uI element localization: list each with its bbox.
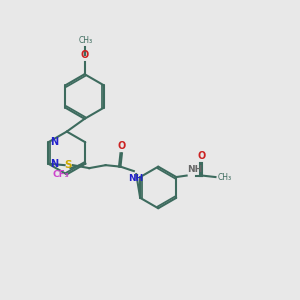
Text: O: O: [80, 50, 89, 60]
Text: CH₃: CH₃: [218, 172, 232, 182]
Text: NH: NH: [128, 174, 143, 183]
Text: NH: NH: [187, 165, 202, 174]
Text: CF₃: CF₃: [52, 169, 69, 178]
Text: S: S: [64, 160, 72, 170]
Text: CH₃: CH₃: [79, 36, 93, 45]
Text: N: N: [51, 137, 59, 147]
Text: O: O: [118, 141, 126, 151]
Text: O: O: [198, 151, 206, 161]
Text: N: N: [51, 159, 59, 169]
